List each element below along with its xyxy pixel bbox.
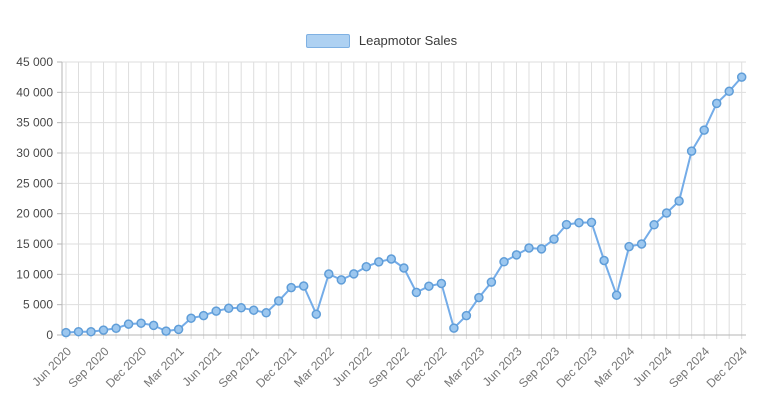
y-axis-label: 20 000 — [16, 207, 53, 221]
x-axis-label: Mar 2021 — [141, 344, 187, 390]
data-point[interactable] — [298, 281, 309, 291]
y-axis-label: 25 000 — [16, 176, 53, 190]
data-point[interactable] — [324, 269, 334, 279]
data-point[interactable] — [61, 327, 71, 338]
data-point[interactable] — [636, 239, 647, 249]
data-point[interactable] — [536, 244, 547, 254]
x-axis-label: Dec 2023 — [553, 344, 599, 390]
data-point[interactable] — [511, 250, 522, 260]
data-point[interactable] — [474, 292, 484, 303]
data-point[interactable] — [136, 318, 146, 328]
data-point[interactable] — [686, 146, 697, 156]
data-point[interactable] — [736, 72, 747, 82]
data-point[interactable] — [361, 261, 372, 272]
x-axis-label: Mar 2024 — [591, 344, 637, 390]
data-point[interactable] — [561, 219, 572, 230]
data-point[interactable] — [236, 303, 246, 313]
x-axis-label: Mar 2023 — [441, 344, 487, 390]
data-point[interactable] — [711, 98, 722, 109]
data-point[interactable] — [211, 306, 221, 316]
legend-swatch — [305, 33, 350, 48]
data-point[interactable] — [161, 326, 171, 336]
data-point[interactable] — [674, 196, 684, 206]
data-point[interactable] — [311, 309, 322, 319]
data-point[interactable] — [336, 275, 347, 285]
y-axis-label: 45 000 — [16, 55, 53, 69]
data-point[interactable] — [424, 281, 434, 291]
data-point[interactable] — [223, 303, 234, 314]
data-point[interactable] — [123, 319, 134, 329]
y-axis-label: 35 000 — [16, 116, 53, 130]
data-point[interactable] — [374, 257, 384, 267]
data-point[interactable] — [724, 86, 734, 97]
data-point[interactable] — [73, 326, 84, 337]
data-point[interactable] — [661, 208, 672, 218]
data-point[interactable] — [349, 269, 359, 279]
data-point[interactable] — [148, 320, 159, 331]
legend-label: Leapmotor Sales — [358, 33, 458, 48]
data-point[interactable] — [173, 324, 184, 335]
data-point[interactable] — [273, 296, 284, 306]
data-point[interactable] — [198, 310, 209, 321]
y-axis-label: 40 000 — [16, 85, 53, 99]
data-point[interactable] — [261, 308, 271, 318]
x-axis-label: Dec 2024 — [704, 344, 750, 390]
data-point[interactable] — [248, 305, 259, 315]
data-point[interactable] — [599, 255, 609, 266]
y-axis-label: 0 — [46, 328, 53, 342]
x-axis-label: Dec 2021 — [253, 344, 299, 390]
data-point[interactable] — [98, 325, 109, 335]
data-point[interactable] — [386, 254, 397, 264]
data-point[interactable] — [286, 282, 296, 293]
data-point[interactable] — [411, 287, 422, 298]
y-axis-label: 10 000 — [16, 267, 53, 281]
data-point[interactable] — [549, 234, 559, 244]
data-point[interactable] — [574, 217, 584, 228]
data-point[interactable] — [461, 310, 472, 321]
y-axis-label: 5 000 — [23, 298, 53, 312]
legend-item-leapmotor-sales[interactable]: Leapmotor Sales — [305, 33, 458, 48]
data-point[interactable] — [699, 125, 709, 135]
data-point[interactable] — [449, 323, 459, 333]
y-axis-label: 15 000 — [16, 237, 53, 251]
x-axis-label: Mar 2022 — [291, 344, 337, 390]
x-axis-label: Dec 2022 — [403, 344, 449, 390]
legend: Leapmotor Sales — [0, 33, 763, 48]
y-axis-label: 30 000 — [16, 146, 53, 160]
data-point[interactable] — [649, 220, 659, 230]
data-point[interactable] — [399, 263, 409, 273]
data-point[interactable] — [486, 277, 497, 287]
data-point[interactable] — [624, 241, 634, 252]
data-point[interactable] — [111, 323, 121, 334]
data-point[interactable] — [86, 326, 96, 337]
data-point[interactable] — [611, 290, 622, 300]
data-point[interactable] — [436, 278, 447, 289]
data-point[interactable] — [586, 217, 597, 228]
data-point[interactable] — [186, 313, 196, 323]
x-axis-label: Dec 2020 — [103, 344, 149, 390]
data-point[interactable] — [499, 257, 509, 267]
data-point[interactable] — [524, 243, 534, 253]
